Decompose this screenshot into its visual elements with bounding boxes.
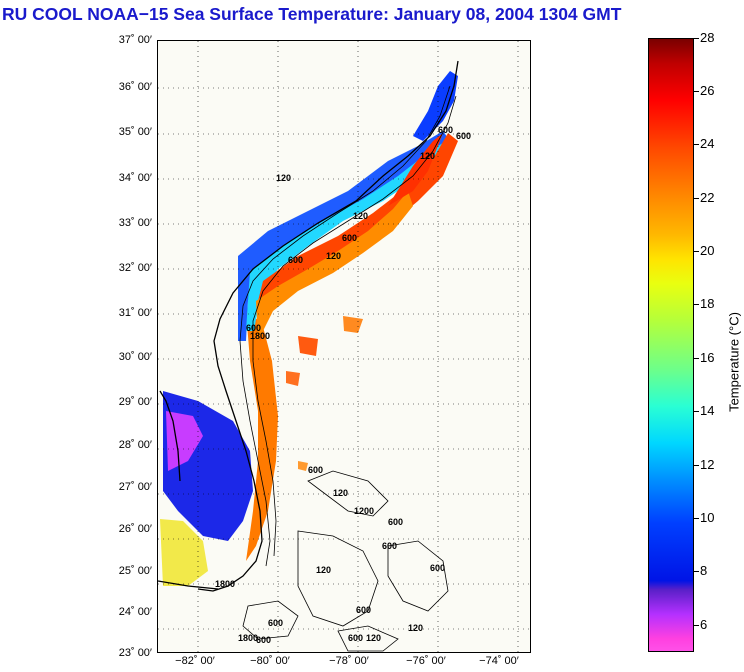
isobath-depth-label: 600: [246, 323, 261, 333]
isobath-depth-label: 120: [333, 488, 348, 498]
isobath-depth-label: 120: [326, 251, 341, 261]
lat-tick-label: 30˚ 00′: [118, 351, 152, 363]
lat-tick-label: 23˚ 00′: [118, 647, 152, 659]
colorbar-tick-mark: [694, 91, 699, 92]
isobath-depth-label: 1800: [238, 633, 258, 643]
colorbar-tick-label: 8: [700, 563, 708, 578]
colorbar-tick-label: 18: [700, 296, 715, 311]
colorbar-tick-mark: [694, 38, 699, 39]
isobath-depth-label: 120: [366, 633, 381, 643]
colorbar-tick-mark: [694, 411, 699, 412]
lat-tick-label: 31˚ 00′: [118, 307, 152, 319]
colorbar-tick-mark: [694, 251, 699, 252]
lat-tick-label: 35˚ 00′: [118, 126, 152, 138]
colorbar-tick-label: 20: [700, 243, 715, 258]
sst-patch-shelf-cyan: [246, 141, 448, 331]
isobath-depth-label: 600: [348, 633, 363, 643]
isobath-depth-label: 120: [408, 623, 423, 633]
colorbar-tick-label: 12: [700, 457, 715, 472]
isobath-lines: [239, 85, 457, 652]
colorbar-tick-mark: [694, 198, 699, 199]
lat-tick-label: 27˚ 00′: [118, 481, 152, 493]
lat-tick-label: 36˚ 00′: [118, 81, 152, 93]
colorbar-tick-label: 14: [700, 403, 715, 418]
sst-patch-offshore-1: [343, 316, 363, 333]
colorbar-tick-label: 16: [700, 350, 715, 365]
sst-patch-offshore-2: [298, 336, 318, 356]
lat-tick-label: 37˚ 00′: [118, 34, 152, 46]
lat-tick-label: 25˚ 00′: [118, 565, 152, 577]
sst-patch-offshore-3: [286, 371, 300, 386]
graticule: [158, 41, 530, 652]
colorbar-tick-mark: [694, 144, 699, 145]
isobath-depth-label: 600: [388, 517, 403, 527]
figure-title: RU COOL NOAA−15 Sea Surface Temperature:…: [2, 4, 622, 24]
lon-tick-label: −74˚ 00′: [479, 655, 519, 667]
sst-patch-offshore-4: [298, 461, 308, 471]
colorbar-tick-mark: [694, 358, 699, 359]
lat-tick-label: 32˚ 00′: [118, 262, 152, 274]
lat-tick-label: 24˚ 00′: [118, 606, 152, 618]
colorbar-tick-label: 10: [700, 510, 715, 525]
lon-tick-label: −80˚ 00′: [250, 655, 290, 667]
colorbar-tick-mark: [694, 465, 699, 466]
isobath-depth-label: 600: [382, 541, 397, 551]
sst-patch-florida-east: [246, 311, 278, 561]
sst-patch-gulf-stream-orange: [256, 191, 413, 341]
isobath-depth-label: 600: [456, 131, 471, 141]
colorbar-tick-label: 24: [700, 136, 715, 151]
colorbar-tick-label: 26: [700, 83, 715, 98]
temperature-colorbar: [648, 38, 694, 652]
colorbar-tick-mark: [694, 571, 699, 572]
coastline: [158, 60, 459, 592]
lat-tick-label: 34˚ 00′: [118, 172, 152, 184]
colorbar-tick-mark: [694, 625, 699, 626]
isobath-depth-label: 1200: [354, 506, 374, 516]
isobath-depth-label: 600: [268, 618, 283, 628]
colorbar-tick-label: 28: [700, 30, 715, 45]
isobath-depth-label: 600: [438, 125, 453, 135]
colorbar-label: Temperature (°C): [726, 312, 742, 412]
isobath-depth-label: 600: [308, 465, 323, 475]
lon-tick-label: −82˚ 00′: [175, 655, 215, 667]
isobath-depth-label: 600: [342, 233, 357, 243]
isobath-depth-label: 120: [276, 173, 291, 183]
isobath-depth-label: 120: [316, 565, 331, 575]
lon-tick-label: −78˚ 00′: [329, 655, 369, 667]
lat-tick-label: 28˚ 00′: [118, 439, 152, 451]
lat-tick-label: 26˚ 00′: [118, 523, 152, 535]
isobath-depth-label: 1800: [250, 331, 270, 341]
lon-tick-label: −76˚ 00′: [406, 655, 446, 667]
lat-tick-label: 33˚ 00′: [118, 217, 152, 229]
isobath-depth-label: 600: [356, 605, 371, 615]
sst-map: 120 600 120 600 120 120 600 600 600 1800 600 120 120…: [157, 40, 531, 653]
isobath-depth-label: 120: [420, 151, 435, 161]
lat-tick-label: 29˚ 00′: [118, 396, 152, 408]
isobath-depth-label: 600: [288, 255, 303, 265]
sst-patch-florida-magenta: [166, 411, 203, 471]
isobath-depth-label: 120: [353, 211, 368, 221]
sst-patch-hatteras-warm: [388, 133, 443, 206]
colorbar-tick-mark: [694, 518, 699, 519]
sst-patch-florida-keys-warm: [160, 519, 208, 586]
isobath-depth-label: 1800: [215, 579, 235, 589]
sst-patch-pamlico: [413, 71, 458, 141]
colorbar-tick-mark: [694, 304, 699, 305]
colorbar-tick-label: 6: [700, 617, 708, 632]
sst-map-canvas: 1206001206001201206006006001800600120120…: [158, 41, 530, 652]
colorbar-tick-label: 22: [700, 190, 715, 205]
isobath-depth-label: 600: [256, 635, 271, 645]
isobath-labels: 1206001206001201206006006001800600120120…: [215, 125, 471, 645]
sst-shelf-water: [160, 71, 458, 586]
isobath-depth-label: 600: [430, 563, 445, 573]
